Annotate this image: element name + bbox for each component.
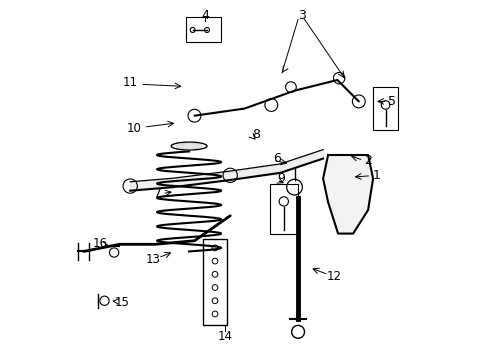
Text: 1: 1: [372, 169, 380, 182]
Text: 2: 2: [364, 154, 372, 167]
Text: 6: 6: [273, 152, 281, 165]
Text: 10: 10: [127, 122, 142, 135]
Text: 15: 15: [115, 296, 129, 309]
Text: 4: 4: [201, 9, 209, 22]
Text: 12: 12: [325, 270, 341, 283]
Ellipse shape: [175, 143, 202, 149]
Text: 8: 8: [252, 128, 260, 141]
Bar: [203, 239, 226, 325]
Text: 13: 13: [145, 253, 160, 266]
Text: 5: 5: [387, 95, 395, 108]
Text: 3: 3: [297, 9, 305, 22]
Text: 14: 14: [217, 330, 232, 343]
Bar: [185, 18, 221, 42]
Polygon shape: [323, 155, 372, 234]
Text: 7: 7: [154, 187, 162, 200]
Bar: [269, 184, 298, 234]
Text: 9: 9: [276, 172, 285, 185]
Text: 16: 16: [93, 237, 108, 250]
Text: 11: 11: [122, 76, 138, 89]
Bar: [372, 87, 397, 130]
